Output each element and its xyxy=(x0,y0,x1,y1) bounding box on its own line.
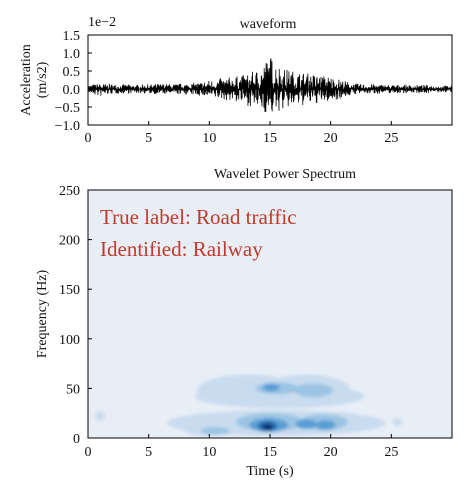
spectrum-x-tick-label: 25 xyxy=(384,445,398,460)
waveform-x-tick-label: 0 xyxy=(85,131,92,146)
waveform-y-tick-label: 0.0 xyxy=(63,83,81,98)
spectrum-y-ticks: 250 200 150 100 50 0 xyxy=(59,184,92,447)
waveform-y-tick-label: 0.5 xyxy=(63,65,81,80)
spectrum-y-tick-label: 100 xyxy=(59,333,80,348)
spectrum-x-tick-label: 0 xyxy=(85,445,92,460)
spectrum-power-blob xyxy=(95,411,105,422)
waveform-series-line xyxy=(88,58,452,112)
annotation-true-label: True label: Road traffic xyxy=(100,205,297,229)
spectrum-x-tick-label: 5 xyxy=(145,445,152,460)
waveform-x-ticks: 0 5 10 15 20 25 xyxy=(85,121,398,146)
waveform-y-tick-label: 1.0 xyxy=(63,47,81,62)
spectrum-x-axis-label: Time (s) xyxy=(246,464,294,479)
spectrum-y-tick-label: 200 xyxy=(59,234,80,249)
spectrum-power-blob xyxy=(316,420,336,431)
waveform-scale-label: 1e−2 xyxy=(88,15,116,30)
spectrum-power-blob xyxy=(262,383,280,392)
waveform-panel: waveform 1e−2 Acceleration (m/s2) 0 5 10 15 2… xyxy=(19,15,453,146)
waveform-x-tick-label: 15 xyxy=(263,131,277,146)
spectrum-power-contours xyxy=(95,374,403,437)
spectrum-power-blob xyxy=(200,427,230,436)
waveform-y-axis-label-line: Acceleration xyxy=(19,44,34,116)
waveform-y-tick-label: −1.0 xyxy=(55,119,80,134)
spectrum-y-tick-label: 0 xyxy=(73,432,80,447)
spectrum-power-blob xyxy=(294,383,334,398)
waveform-trace xyxy=(88,58,452,112)
annotation-identified: Identified: Railway xyxy=(100,237,263,261)
waveform-x-tick-label: 5 xyxy=(145,131,152,146)
spectrum-power-blob xyxy=(295,419,318,430)
spectrum-x-tick-label: 15 xyxy=(263,445,277,460)
waveform-x-tick-label: 20 xyxy=(324,131,338,146)
spectrum-x-ticks: 0 5 10 15 20 25 xyxy=(85,434,398,460)
spectrum-title: Wavelet Power Spectrum xyxy=(214,167,356,182)
spectrum-y-axis-label: Frequency (Hz) xyxy=(35,270,50,359)
waveform-title: waveform xyxy=(240,17,297,32)
spectrum-y-tick-label: 50 xyxy=(66,382,80,397)
spectrum-y-tick-label: 250 xyxy=(59,184,80,199)
spectrum-panel: Wavelet Power Spectrum True label: Road … xyxy=(35,167,453,479)
waveform-y-tick-label: 1.5 xyxy=(63,29,81,44)
waveform-y-tick-label: −0.5 xyxy=(55,101,80,116)
spectrum-x-tick-label: 10 xyxy=(202,445,216,460)
spectrum-power-blob xyxy=(392,418,403,427)
spectrum-y-tick-label: 150 xyxy=(59,283,80,298)
waveform-y-axis-label: Acceleration (m/s2) xyxy=(19,44,50,116)
spectrum-x-tick-label: 20 xyxy=(324,445,338,460)
spectrum-power-blob xyxy=(262,424,273,431)
waveform-y-ticks: 1.5 1.0 0.5 0.0 −0.5 −1.0 xyxy=(55,29,92,134)
waveform-x-tick-label: 25 xyxy=(384,131,398,146)
waveform-x-tick-label: 10 xyxy=(202,131,216,146)
waveform-y-axis-label-line: (m/s2) xyxy=(35,61,50,98)
